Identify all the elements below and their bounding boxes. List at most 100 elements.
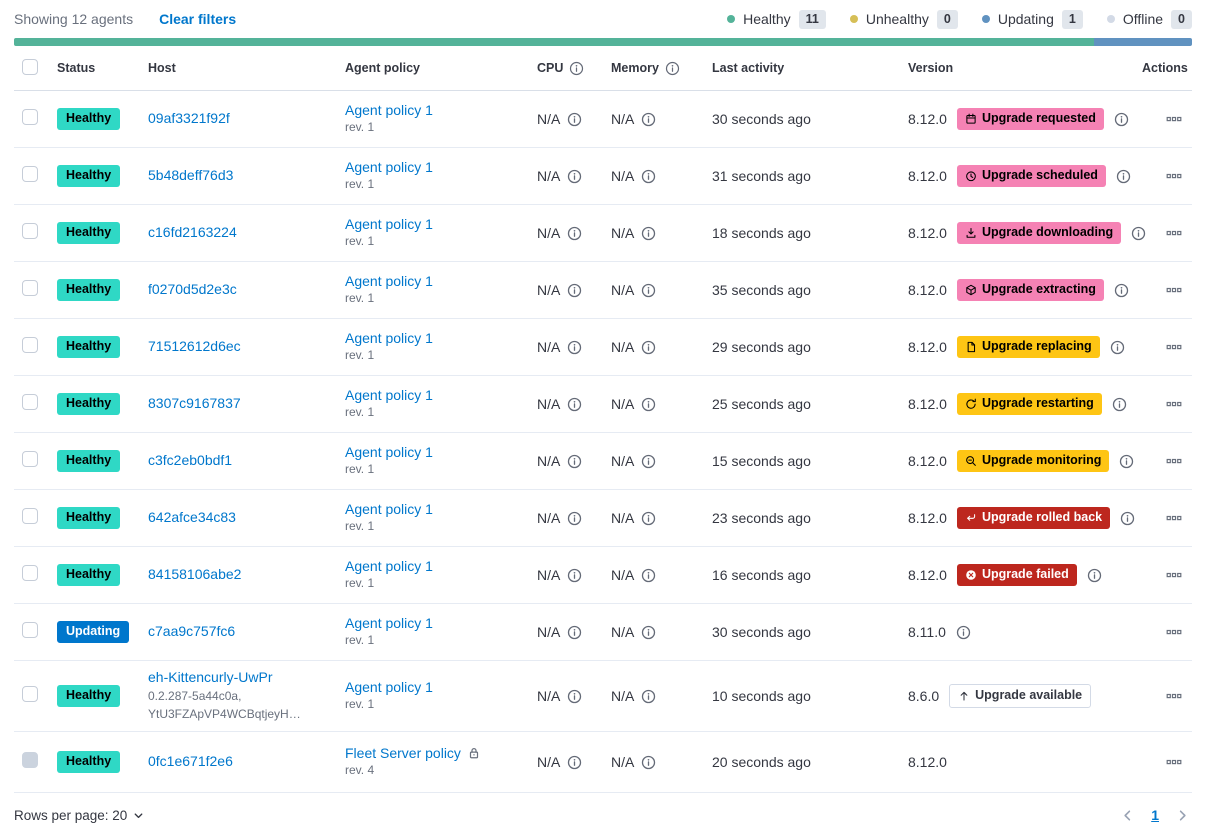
row-checkbox[interactable]	[22, 165, 38, 182]
row-checkbox[interactable]	[22, 621, 38, 638]
version-text: 8.12.0	[908, 168, 947, 184]
host-link[interactable]: c7aa9c757fc6	[148, 623, 236, 639]
host-link[interactable]: eh-Kittencurly-UwPr	[148, 668, 273, 685]
cpu-value: N/A	[537, 339, 561, 355]
actions-button[interactable]	[1162, 221, 1186, 245]
row-checkbox[interactable]	[22, 450, 38, 467]
info-icon[interactable]	[641, 397, 656, 412]
host-link[interactable]: c3fc2eb0bdf1	[148, 452, 233, 468]
prev-page-button[interactable]	[1118, 806, 1137, 825]
info-icon[interactable]	[567, 689, 582, 704]
host-link[interactable]: 71512612d6ec	[148, 338, 241, 354]
info-icon[interactable]	[641, 112, 656, 127]
actions-button[interactable]	[1162, 750, 1186, 774]
page-1-button[interactable]: 1	[1151, 807, 1159, 823]
agent-policy-link[interactable]: Agent policy 1	[345, 101, 433, 118]
info-icon[interactable]	[567, 112, 582, 127]
agent-policy-link[interactable]: Fleet Server policy	[345, 744, 461, 761]
actions-button[interactable]	[1162, 506, 1186, 530]
info-icon[interactable]	[567, 226, 582, 241]
info-icon[interactable]	[567, 340, 582, 355]
clear-filters-link[interactable]: Clear filters	[159, 11, 237, 27]
info-icon[interactable]	[569, 61, 584, 76]
actions-button[interactable]	[1162, 684, 1186, 708]
info-icon[interactable]	[1110, 340, 1125, 355]
info-icon[interactable]	[567, 454, 582, 469]
info-icon[interactable]	[641, 511, 656, 526]
actions-button[interactable]	[1162, 107, 1186, 131]
chevron-left-icon	[1120, 808, 1135, 823]
agents-toolbar: Showing 12 agents Clear filters Healthy 1…	[14, 0, 1192, 38]
info-icon[interactable]	[567, 755, 582, 770]
agent-policy-link[interactable]: Agent policy 1	[345, 500, 433, 517]
actions-button[interactable]	[1162, 620, 1186, 644]
info-icon[interactable]	[641, 755, 656, 770]
host-link[interactable]: 8307c9167837	[148, 395, 241, 411]
info-icon[interactable]	[1120, 511, 1135, 526]
info-icon[interactable]	[1114, 283, 1129, 298]
info-icon[interactable]	[641, 568, 656, 583]
actions-button[interactable]	[1162, 392, 1186, 416]
select-all-checkbox[interactable]	[22, 58, 38, 75]
row-checkbox[interactable]	[22, 279, 38, 296]
row-checkbox[interactable]	[22, 507, 38, 524]
policy-revision: rev. 1	[345, 176, 375, 191]
agent-policy-link[interactable]: Agent policy 1	[345, 678, 433, 695]
actions-button[interactable]	[1162, 278, 1186, 302]
info-icon[interactable]	[641, 340, 656, 355]
info-icon[interactable]	[567, 568, 582, 583]
info-icon[interactable]	[1112, 397, 1127, 412]
actions-button[interactable]	[1162, 449, 1186, 473]
info-icon[interactable]	[641, 283, 656, 298]
info-icon[interactable]	[641, 169, 656, 184]
info-icon[interactable]	[665, 61, 680, 76]
host-link[interactable]: f0270d5d2e3c	[148, 281, 237, 297]
policy-revision: rev. 1	[345, 347, 375, 362]
agent-policy-link[interactable]: Agent policy 1	[345, 557, 433, 574]
info-icon[interactable]	[567, 283, 582, 298]
info-icon[interactable]	[1114, 112, 1129, 127]
actions-button[interactable]	[1162, 164, 1186, 188]
host-link[interactable]: 5b48deff76d3	[148, 167, 234, 183]
info-icon[interactable]	[1119, 454, 1134, 469]
info-icon[interactable]	[1087, 568, 1102, 583]
host-link[interactable]: 0fc1e671f2e6	[148, 753, 233, 769]
info-icon[interactable]	[567, 511, 582, 526]
agent-policy-link[interactable]: Agent policy 1	[345, 272, 433, 289]
info-icon[interactable]	[641, 226, 656, 241]
agent-policy-link[interactable]: Agent policy 1	[345, 614, 433, 631]
next-page-button[interactable]	[1173, 806, 1192, 825]
host-link[interactable]: 09af3321f92f	[148, 110, 230, 126]
info-icon[interactable]	[956, 625, 971, 640]
agent-policy-link[interactable]: Agent policy 1	[345, 215, 433, 232]
actions-button[interactable]	[1162, 563, 1186, 587]
host-link[interactable]: 84158106abe2	[148, 566, 242, 582]
info-icon[interactable]	[567, 625, 582, 640]
info-icon[interactable]	[641, 689, 656, 704]
info-icon[interactable]	[1131, 226, 1146, 241]
row-checkbox[interactable]	[22, 685, 38, 702]
info-icon[interactable]	[641, 625, 656, 640]
agent-policy-link[interactable]: Agent policy 1	[345, 386, 433, 403]
row-checkbox[interactable]	[22, 222, 38, 239]
info-icon[interactable]	[641, 454, 656, 469]
row-checkbox[interactable]	[22, 393, 38, 410]
actions-button[interactable]	[1162, 335, 1186, 359]
info-icon[interactable]	[567, 397, 582, 412]
host-link[interactable]: c16fd2163224	[148, 224, 237, 240]
agent-policy-link[interactable]: Agent policy 1	[345, 443, 433, 460]
row-checkbox[interactable]	[22, 108, 38, 125]
row-checkbox[interactable]	[22, 336, 38, 353]
agent-policy-link[interactable]: Agent policy 1	[345, 158, 433, 175]
policy-revision: rev. 1	[345, 518, 375, 533]
rows-per-page-button[interactable]: Rows per page: 20	[14, 808, 145, 823]
agent-policy-link[interactable]: Agent policy 1	[345, 329, 433, 346]
last-activity: 25 seconds ago	[712, 396, 811, 412]
upgrade-status-label: Upgrade failed	[981, 567, 1069, 582]
info-icon[interactable]	[567, 169, 582, 184]
host-link[interactable]: 642afce34c83	[148, 509, 236, 525]
memory-value: N/A	[611, 624, 635, 640]
row-checkbox[interactable]	[22, 564, 38, 581]
last-activity: 20 seconds ago	[712, 754, 811, 770]
info-icon[interactable]	[1116, 169, 1131, 184]
